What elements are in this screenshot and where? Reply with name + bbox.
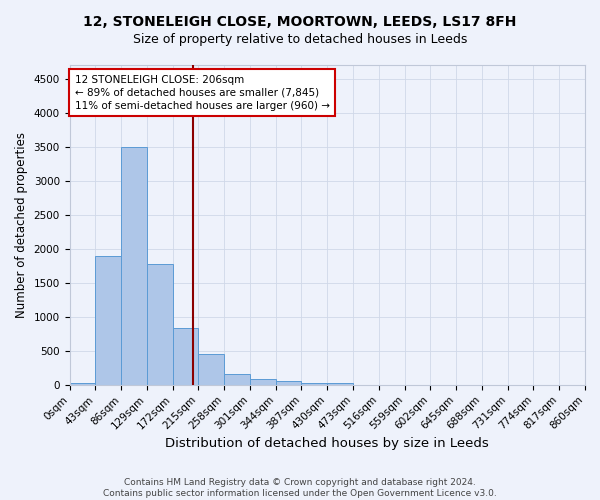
Bar (250, 378, 276, 385)
X-axis label: Distribution of detached houses by size in Leeds: Distribution of detached houses by size … (166, 437, 489, 450)
Bar (199, 354, 224, 385)
Text: Size of property relative to detached houses in Leeds: Size of property relative to detached ho… (133, 32, 467, 46)
Text: 12, STONELEIGH CLOSE, MOORTOWN, LEEDS, LS17 8FH: 12, STONELEIGH CLOSE, MOORTOWN, LEEDS, L… (83, 15, 517, 29)
Bar (95, 256, 121, 385)
Bar (121, 146, 147, 385)
Text: Contains HM Land Registry data © Crown copyright and database right 2024.
Contai: Contains HM Land Registry data © Crown c… (103, 478, 497, 498)
Bar (301, 383, 327, 385)
Text: 12 STONELEIGH CLOSE: 206sqm
← 89% of detached houses are smaller (7,845)
11% of : 12 STONELEIGH CLOSE: 206sqm ← 89% of det… (74, 74, 329, 111)
Bar (173, 328, 199, 385)
Bar (327, 383, 353, 385)
Bar (70, 383, 95, 385)
Bar (276, 382, 301, 385)
Bar (147, 264, 173, 385)
Y-axis label: Number of detached properties: Number of detached properties (15, 132, 28, 318)
Bar (224, 374, 250, 385)
